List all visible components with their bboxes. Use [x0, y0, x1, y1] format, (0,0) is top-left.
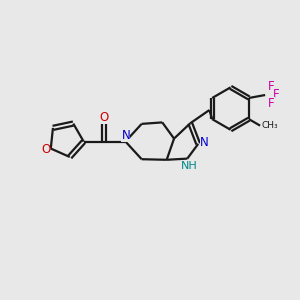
Text: F: F [268, 80, 275, 93]
Text: F: F [268, 97, 275, 110]
Text: CH₃: CH₃ [261, 121, 278, 130]
Text: O: O [100, 111, 109, 124]
Text: O: O [41, 143, 50, 157]
Text: N: N [122, 129, 130, 142]
Text: N: N [200, 136, 209, 149]
Text: F: F [273, 88, 280, 101]
Text: NH: NH [180, 161, 197, 171]
